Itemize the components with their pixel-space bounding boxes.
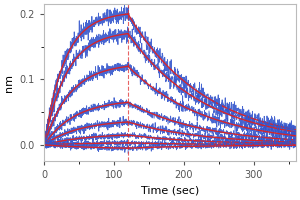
Y-axis label: nm: nm xyxy=(4,74,14,92)
X-axis label: Time (sec): Time (sec) xyxy=(141,186,199,196)
